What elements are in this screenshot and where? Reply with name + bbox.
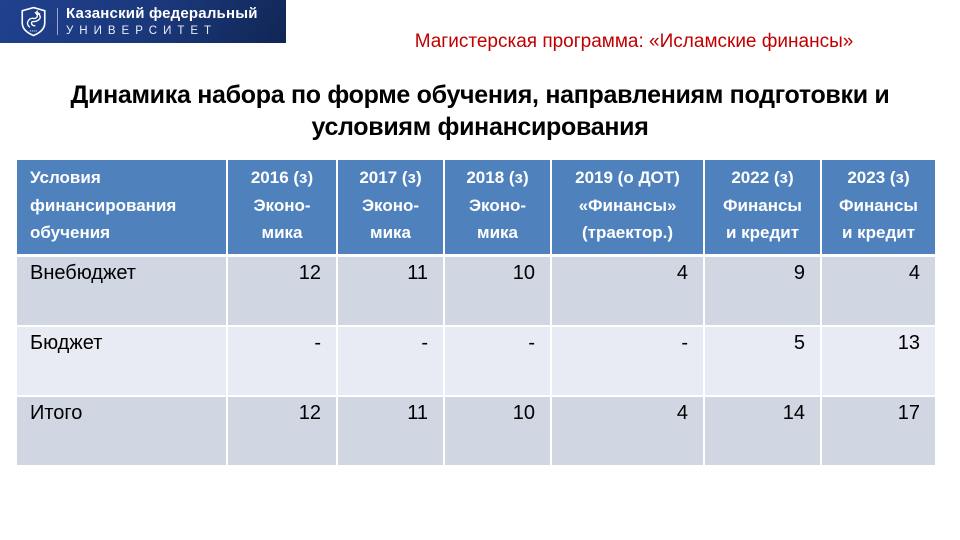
- col-header-2022: 2022 (з) Финансы и кредит: [703, 158, 822, 257]
- cell-value: 11: [336, 395, 445, 467]
- row-label: Итого: [15, 395, 228, 467]
- cell-value: 14: [703, 395, 822, 467]
- col-header-2018: 2018 (з) Эконо- мика: [443, 158, 552, 257]
- col-header-2023: 2023 (з) Финансы и кредит: [820, 158, 937, 257]
- table-row-total: Итого 12 11 10 4 14 17: [15, 395, 937, 467]
- cell-value: -: [226, 325, 338, 397]
- cell-value: 5: [703, 325, 822, 397]
- cell-value: 10: [443, 395, 552, 467]
- col-header-2016: 2016 (з) Эконо- мика: [226, 158, 338, 257]
- slide-title: Динамика набора по форме обучения, напра…: [10, 80, 950, 143]
- enrollment-table: Условия финансирования обучения 2016 (з)…: [15, 158, 937, 467]
- col-header-2017: 2017 (з) Эконо- мика: [336, 158, 445, 257]
- table-row-budget: Бюджет - - - - 5 13: [15, 325, 937, 397]
- cell-value: 13: [820, 325, 937, 397]
- university-name: Казанский федеральный УНИВЕРСИТЕТ: [66, 5, 258, 37]
- university-banner: Казанский федеральный УНИВЕРСИТЕТ: [0, 0, 286, 43]
- cell-value: 4: [550, 395, 705, 467]
- cell-value: 12: [226, 254, 338, 327]
- cell-value: -: [443, 325, 552, 397]
- row-label: Бюджет: [15, 325, 228, 397]
- cell-value: 4: [550, 254, 705, 327]
- cell-value: -: [550, 325, 705, 397]
- col-header-funding-conditions: Условия финансирования обучения: [15, 158, 228, 257]
- cell-value: 10: [443, 254, 552, 327]
- university-name-line2: УНИВЕРСИТЕТ: [66, 25, 218, 37]
- col-header-2019: 2019 (о ДОТ) «Финансы» (траектор.): [550, 158, 705, 257]
- row-label: Внебюджет: [15, 254, 228, 327]
- program-label: Магистерская программа: «Исламские финан…: [414, 31, 854, 52]
- slide-title-line1: Динамика набора по форме обучения, напра…: [70, 81, 890, 109]
- enrollment-table-container: Условия финансирования обучения 2016 (з)…: [15, 158, 937, 467]
- cell-value: 17: [820, 395, 937, 467]
- banner-divider: [57, 8, 58, 35]
- cell-value: -: [336, 325, 445, 397]
- cell-value: 12: [226, 395, 338, 467]
- cell-value: 4: [820, 254, 937, 327]
- cell-value: 11: [336, 254, 445, 327]
- slide-title-line2: условиям финансирования: [311, 112, 649, 141]
- cell-value: 9: [703, 254, 822, 327]
- university-name-line1: Казанский федеральный: [66, 5, 258, 22]
- kfu-zilant-shield-icon: [21, 6, 46, 37]
- table-header-row: Условия финансирования обучения 2016 (з)…: [15, 158, 937, 257]
- table-row-vnebudget: Внебюджет 12 11 10 4 9 4: [15, 254, 937, 327]
